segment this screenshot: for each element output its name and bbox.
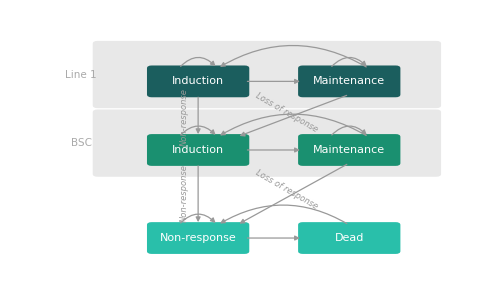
Text: Dead: Dead (334, 233, 364, 243)
Text: Induction: Induction (172, 76, 224, 86)
Text: Maintenance: Maintenance (313, 145, 386, 155)
Text: Loss of response: Loss of response (254, 169, 319, 211)
Text: Non-response: Non-response (160, 233, 236, 243)
FancyBboxPatch shape (92, 110, 441, 177)
Text: Maintenance: Maintenance (313, 76, 386, 86)
FancyBboxPatch shape (147, 134, 250, 166)
Text: Loss of response: Loss of response (254, 91, 319, 134)
FancyBboxPatch shape (147, 222, 250, 254)
FancyBboxPatch shape (298, 65, 400, 97)
FancyBboxPatch shape (147, 65, 250, 97)
Text: Induction: Induction (172, 145, 224, 155)
Text: Line 1: Line 1 (66, 69, 97, 80)
FancyBboxPatch shape (298, 222, 400, 254)
FancyBboxPatch shape (92, 41, 441, 108)
Text: Non-response: Non-response (180, 88, 189, 146)
Text: BSC: BSC (70, 138, 92, 148)
Text: Non-response: Non-response (180, 165, 189, 222)
FancyBboxPatch shape (298, 134, 400, 166)
